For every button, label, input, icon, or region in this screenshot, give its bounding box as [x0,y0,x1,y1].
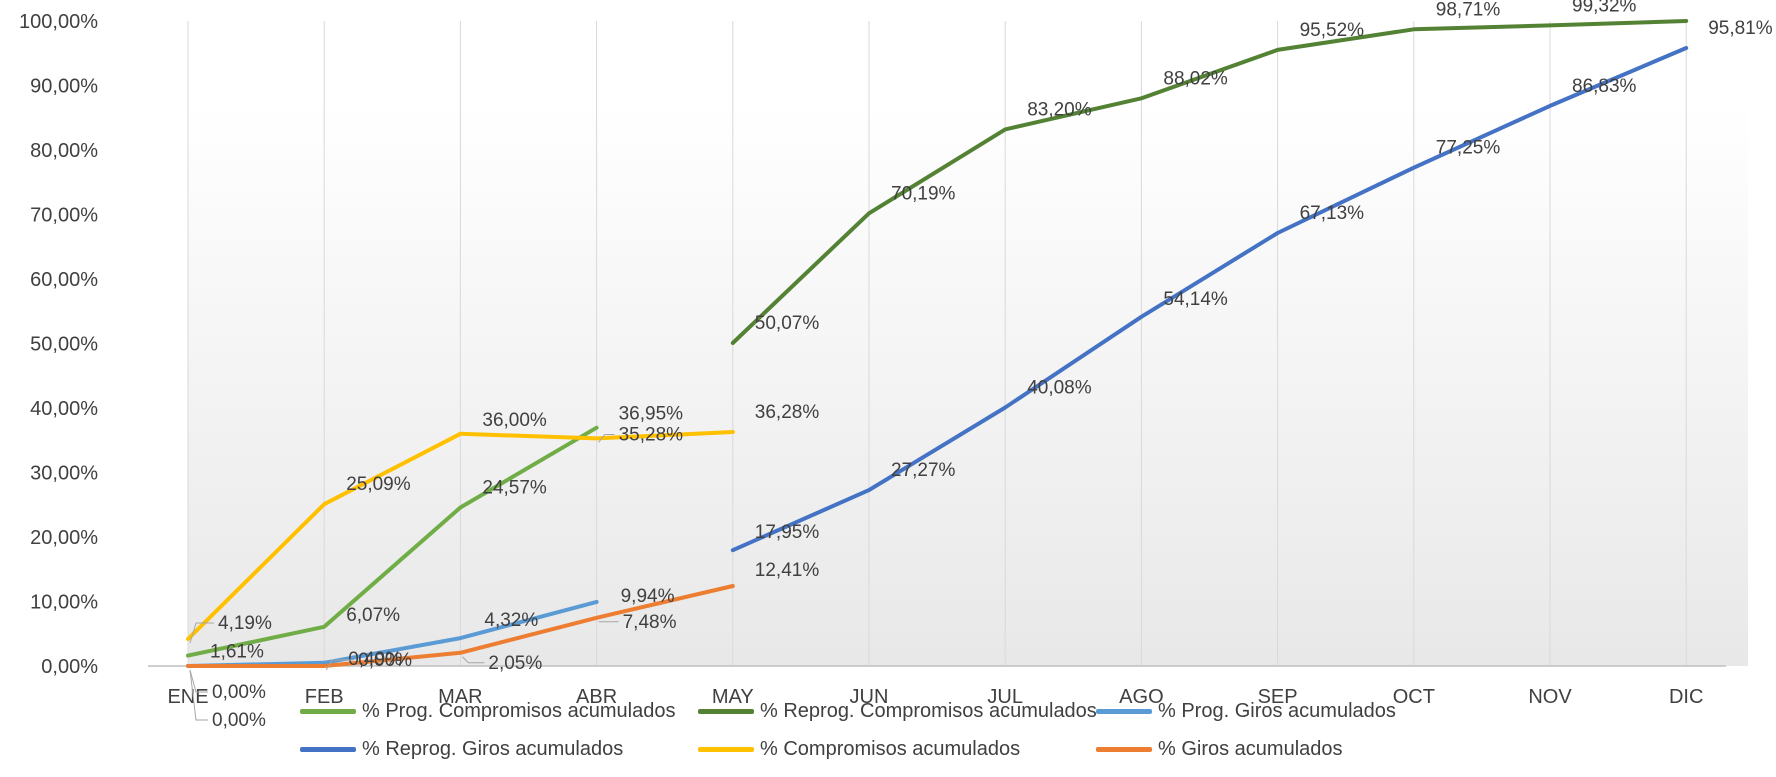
data-label: 36,00% [482,410,547,431]
legend-item: % Prog. Compromisos acumulados [300,700,675,723]
data-label-leader [189,669,208,693]
data-label: 50,07% [755,313,820,334]
data-label: 35,28% [619,424,684,445]
data-label-leader [189,669,208,721]
series-line-2 [730,19,1689,345]
y-tick-label: 0,00% [41,656,98,678]
x-tick-label: DIC [1669,686,1703,708]
data-label: 36,28% [755,402,820,423]
data-label: 99,32% [1572,0,1637,16]
legend-swatch [698,747,754,752]
data-label: 88,02% [1163,68,1228,89]
y-tick-label: 10,00% [30,592,98,614]
data-label-leader [462,656,485,664]
legend-swatch [300,747,356,752]
data-label: 0,00% [358,650,412,671]
y-tick-label: 100,00% [19,11,98,33]
data-label: 9,94% [621,586,675,607]
data-label: 67,13% [1300,203,1365,224]
data-label-leader [598,433,615,443]
data-label: 4,19% [218,613,272,634]
data-label: 83,20% [1027,99,1092,120]
data-label: 98,71% [1436,0,1501,20]
legend-swatch [1096,709,1152,714]
data-label: 40,08% [1027,377,1092,398]
data-label: 7,48% [623,612,677,633]
legend-item: % Giros acumulados [1096,738,1343,761]
x-tick-label: ENE [167,686,208,708]
legend-label: % Reprog. Giros acumulados [362,738,624,760]
data-label: 1,61% [210,642,264,663]
series-line-5 [186,430,735,641]
y-tick-label: 30,00% [30,463,98,485]
x-tick-label: AGO [1119,686,1163,708]
data-label: 4,32% [484,610,538,631]
legend-label: % Giros acumulados [1158,738,1343,760]
legend-swatch [300,709,356,714]
data-label: 36,95% [619,404,684,425]
legend-item: % Reprog. Giros acumulados [300,738,623,761]
data-label: 0,49% [348,649,402,670]
x-tick-label: SEP [1258,686,1298,708]
legend-swatch [1096,747,1152,752]
legend-item: % Prog. Giros acumulados [1096,700,1396,723]
data-label: 86,83% [1572,76,1637,97]
data-label-leader [325,659,355,671]
data-label: 95,52% [1300,20,1365,41]
data-label: 12,41% [755,560,820,581]
data-label: 17,95% [755,522,820,543]
series-line-1 [186,425,599,658]
x-tick-label: OCT [1393,686,1435,708]
y-tick-label: 20,00% [30,527,98,549]
legend: % Prog. Compromisos acumulados % Reprog. … [300,700,1410,770]
x-tick-label: ABR [576,686,617,708]
legend-item: % Reprog. Compromisos acumulados [698,700,1097,723]
series-lines [186,19,1689,668]
x-tick-label: JUN [850,686,889,708]
legend-label: % Compromisos acumulados [760,738,1021,760]
y-tick-label: 60,00% [30,269,98,291]
legend-label: % Prog. Compromisos acumulados [362,700,676,722]
x-tick-label: MAY [712,686,754,708]
x-tick-label: NOV [1528,686,1572,708]
series-line-4 [730,46,1689,553]
y-tick-label: 80,00% [30,140,98,162]
data-label: 2,05% [488,653,542,674]
data-label: 0,00% [212,710,266,731]
plot-area [188,100,1748,666]
data-label-leader [189,622,214,644]
x-tick-label: MAR [438,686,482,708]
data-label: 24,57% [482,478,547,499]
data-label: 25,09% [346,474,411,495]
legend-item: % Compromisos acumulados [698,738,1020,761]
data-label: 6,07% [346,605,400,626]
data-label: 0,00% [212,682,266,703]
series-line-6 [186,584,735,668]
legend-swatch [698,709,754,714]
data-label: 27,27% [891,460,956,481]
y-tick-label: 40,00% [30,398,98,420]
legend-label: % Prog. Giros acumulados [1158,700,1396,722]
axes: 0,00% 10,00% 20,00% 30,00% 40,00% 50,00% 60,00… [19,11,1727,708]
y-tick-label: 90,00% [30,76,98,98]
data-label: 70,19% [891,183,956,204]
x-tick-label: FEB [305,686,344,708]
y-tick-label: 50,00% [30,334,98,356]
y-tick-label: 70,00% [30,205,98,227]
data-label: 95,81% [1708,18,1773,39]
data-labels: 1,61% 6,07% 24,57% 36,95% 50,07% 70,19% 83,20%… [189,0,1773,731]
data-label: 77,25% [1436,138,1501,159]
legend-label: % Reprog. Compromisos acumulados [760,700,1097,722]
x-tick-label: JUL [987,686,1023,708]
data-label: 54,14% [1163,289,1228,310]
